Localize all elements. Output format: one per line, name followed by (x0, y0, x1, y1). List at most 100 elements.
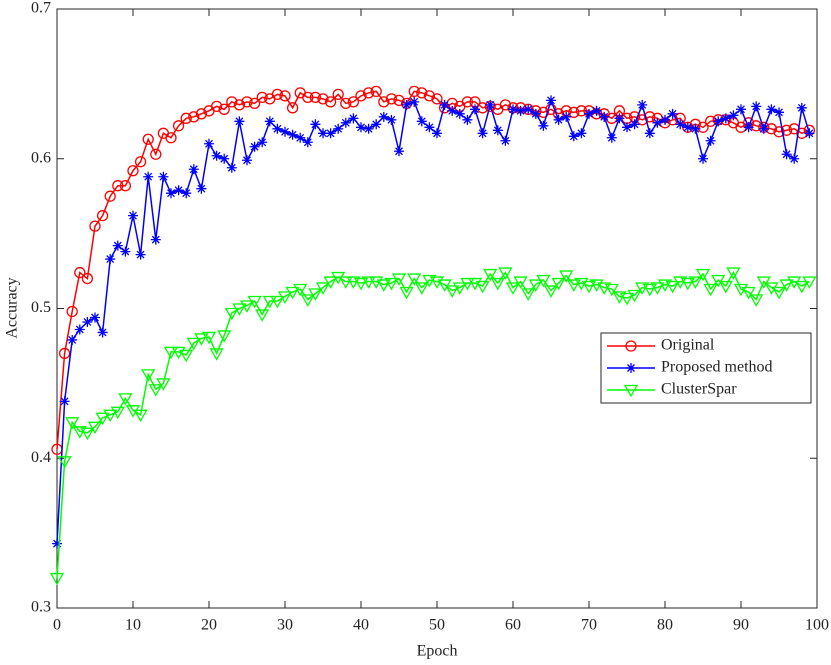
legend-label: Proposed method (661, 359, 773, 376)
x-tick-label: 20 (201, 617, 217, 634)
marker (386, 114, 397, 125)
marker (293, 283, 308, 297)
marker (546, 95, 556, 106)
marker (393, 94, 405, 106)
marker (317, 93, 329, 105)
marker (308, 288, 323, 301)
marker (758, 123, 769, 134)
marker (705, 135, 716, 146)
marker (81, 272, 94, 285)
marker (470, 104, 480, 115)
marker (713, 116, 724, 127)
marker (483, 268, 498, 282)
marker (135, 249, 146, 260)
marker (248, 97, 261, 109)
marker (361, 276, 376, 289)
marker (271, 88, 284, 101)
marker (362, 87, 375, 99)
marker (180, 112, 192, 124)
marker (408, 85, 420, 98)
x-tick-label: 80 (657, 617, 673, 634)
marker (789, 153, 800, 164)
marker (74, 324, 85, 335)
marker (355, 90, 367, 102)
marker (424, 122, 435, 133)
y-tick-label: 0.4 (31, 449, 51, 466)
marker (148, 384, 163, 397)
y-tick-label: 0.3 (31, 599, 51, 616)
marker (332, 88, 344, 101)
marker (771, 286, 787, 300)
marker (461, 96, 474, 108)
marker (90, 312, 100, 323)
marker (591, 105, 602, 116)
marker (224, 307, 239, 321)
marker (781, 149, 792, 160)
y-axis-label: Accuracy (4, 277, 21, 338)
marker (287, 129, 298, 140)
marker (537, 106, 550, 118)
marker (179, 349, 194, 363)
marker (270, 295, 285, 309)
marker (356, 122, 366, 133)
marker (163, 346, 179, 360)
marker (690, 123, 701, 134)
marker (538, 120, 549, 131)
marker (310, 119, 321, 130)
marker (57, 456, 72, 469)
marker (619, 292, 635, 306)
marker (249, 141, 260, 152)
marker (559, 270, 574, 283)
marker (158, 171, 169, 182)
marker (196, 183, 207, 194)
marker (703, 283, 718, 297)
marker (188, 164, 199, 175)
x-tick-label: 60 (505, 617, 521, 634)
marker (726, 267, 741, 280)
marker (125, 405, 141, 418)
marker (637, 99, 648, 110)
x-axis-label: Epoch (417, 643, 458, 660)
marker (340, 117, 351, 128)
marker (173, 185, 184, 196)
marker (156, 378, 171, 391)
y-tick-label: 0.7 (31, 0, 51, 17)
marker (331, 271, 346, 285)
marker (680, 277, 695, 291)
marker (561, 111, 572, 122)
marker (363, 123, 374, 134)
marker (751, 101, 762, 112)
marker (110, 406, 125, 420)
marker (477, 128, 488, 139)
marker (103, 409, 118, 423)
marker (66, 305, 78, 318)
marker (606, 132, 617, 143)
marker (120, 246, 131, 257)
marker (128, 210, 138, 221)
marker (804, 128, 815, 139)
marker (401, 99, 412, 110)
marker (741, 286, 756, 300)
marker (376, 279, 391, 292)
marker (105, 254, 116, 265)
marker (697, 121, 709, 133)
marker (551, 277, 566, 291)
marker (194, 333, 209, 346)
marker (217, 330, 232, 343)
marker (787, 276, 802, 289)
marker (241, 96, 253, 108)
marker (127, 165, 139, 177)
marker (112, 180, 124, 192)
marker (186, 337, 201, 351)
marker (166, 188, 176, 199)
marker (52, 538, 62, 549)
marker (553, 114, 564, 125)
marker (211, 150, 222, 161)
legend: Original Proposed method ClusterSpar (600, 332, 812, 404)
marker (447, 105, 458, 116)
marker (277, 291, 293, 304)
marker (644, 128, 655, 139)
marker (234, 116, 245, 127)
marker (682, 122, 693, 133)
marker (95, 412, 110, 426)
